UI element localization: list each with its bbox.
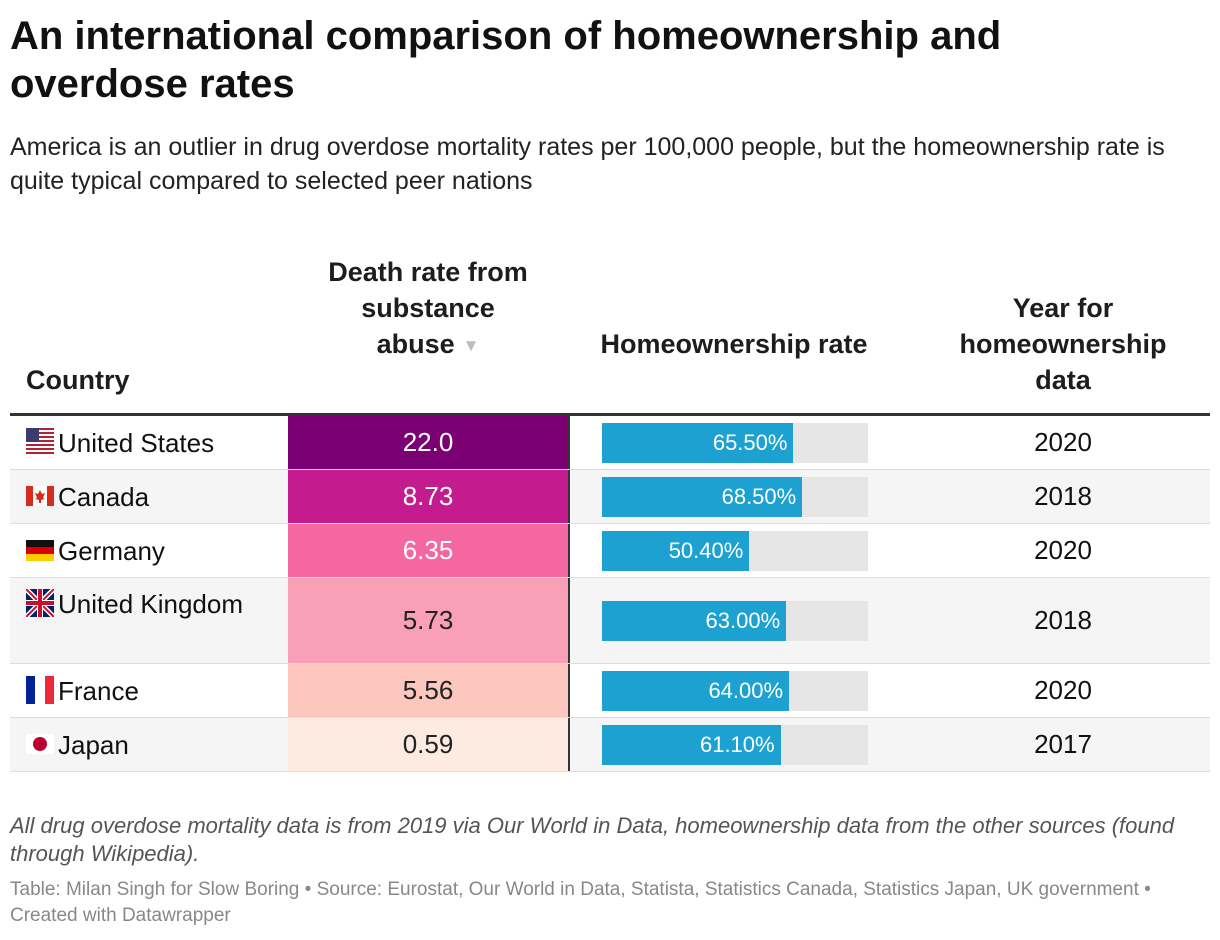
homeownership-value: 65.50%: [712, 430, 788, 455]
year-cell: 2020: [930, 524, 1196, 577]
column-header-homeownership[interactable]: Homeownership rate: [600, 326, 868, 362]
homeownership-bar: 63.00%: [602, 601, 787, 641]
homeownership-bar-track: 50.40%: [602, 531, 868, 571]
column-header-country[interactable]: Country: [26, 362, 130, 398]
column-header-death-rate[interactable]: Death rate from substance abuse ▼: [318, 254, 538, 364]
homeownership-bar-track: 61.10%: [602, 725, 868, 765]
france-flag-icon: [26, 676, 54, 704]
homeownership-bar-track: 63.00%: [602, 601, 868, 641]
column-divider: [568, 524, 570, 577]
death-rate-value: 8.73: [402, 481, 454, 511]
death-rate-cell: 6.35: [288, 524, 568, 577]
table-row: Germany 6.35 50.40% 2020: [10, 524, 1210, 578]
chart-subtitle: America is an outlier in drug overdose m…: [10, 133, 1165, 195]
column-header-year-label: Year for homeownership data: [959, 293, 1167, 395]
year-value: 2018: [1034, 605, 1092, 635]
death-rate-cell: 8.73: [288, 470, 568, 523]
column-divider: [568, 578, 570, 663]
homeownership-bar: 65.50%: [602, 423, 794, 463]
table-row: France 5.56 64.00% 2020: [10, 664, 1210, 718]
death-rate-cell: 5.73: [288, 578, 568, 663]
year-value: 2020: [1034, 535, 1092, 565]
column-header-year[interactable]: Year for homeownership data: [930, 290, 1196, 398]
country-cell: United States: [26, 427, 281, 459]
uk-flag-icon: [24, 587, 56, 619]
japan-flag-icon: [26, 730, 54, 758]
chart-credit: Table: Milan Singh for Slow Boring • Sou…: [10, 879, 1151, 926]
homeownership-bar: 64.00%: [602, 671, 790, 711]
country-name: Canada: [58, 482, 150, 512]
table-row: Japan 0.59 61.10% 2017: [10, 718, 1210, 772]
column-divider: [568, 718, 570, 771]
year-cell: 2020: [930, 664, 1196, 717]
death-rate-value: 5.56: [402, 675, 454, 705]
country-name: France: [58, 676, 139, 706]
homeownership-value: 63.00%: [705, 608, 781, 633]
column-divider: [568, 664, 570, 717]
homeownership-bar-track: 65.50%: [602, 423, 868, 463]
column-header-country-label: Country: [26, 365, 130, 395]
year-cell: 2018: [930, 470, 1196, 523]
homeownership-bar: 61.10%: [602, 725, 781, 765]
year-cell: 2017: [930, 718, 1196, 771]
country-name: United Kingdom: [58, 589, 243, 619]
homeownership-bar-track: 64.00%: [602, 671, 868, 711]
year-cell: 2020: [930, 416, 1196, 469]
sort-descending-icon: ▼: [462, 335, 480, 355]
death-rate-value: 0.59: [402, 729, 454, 759]
country-cell: United Kingdom: [24, 587, 281, 620]
germany-flag-icon: [26, 536, 54, 564]
country-cell: Germany: [26, 535, 281, 567]
homeownership-value: 64.00%: [708, 678, 784, 703]
table-row: United States 22.0 65.50% 2020: [10, 416, 1210, 470]
year-value: 2018: [1034, 481, 1092, 511]
homeownership-value: 50.40%: [668, 538, 744, 563]
table-row: Canada 8.73 68.50% 2018: [10, 470, 1210, 524]
column-divider: [568, 470, 570, 523]
canada-flag-icon: [26, 482, 54, 510]
country-cell: Japan: [26, 729, 281, 761]
country-name: United States: [58, 428, 215, 458]
death-rate-value: 6.35: [402, 535, 454, 565]
table-body: United States 22.0 65.50% 2020 Canada 8.73 68.…: [10, 416, 1210, 772]
column-header-homeownership-label: Homeownership rate: [600, 329, 868, 359]
year-value: 2017: [1034, 729, 1092, 759]
homeownership-bar-track: 68.50%: [602, 477, 868, 517]
death-rate-value: 22.0: [402, 427, 454, 457]
header-divider: [10, 413, 1210, 416]
death-rate-cell: 5.56: [288, 664, 568, 717]
year-value: 2020: [1034, 675, 1092, 705]
death-rate-cell: 0.59: [288, 718, 568, 771]
column-header-death-rate-label: Death rate from substance abuse: [328, 257, 528, 359]
country-cell: Canada: [26, 481, 281, 513]
country-name: Japan: [58, 730, 129, 760]
homeownership-value: 61.10%: [699, 732, 775, 757]
country-name: Germany: [58, 536, 165, 566]
chart-title: An international comparison of homeowner…: [10, 14, 1002, 106]
homeownership-bar: 68.50%: [602, 477, 803, 517]
us-flag-icon: [26, 428, 54, 456]
chart-notes: All drug overdose mortality data is from…: [10, 813, 1175, 866]
homeownership-value: 68.50%: [721, 484, 797, 509]
country-cell: France: [26, 675, 281, 707]
column-divider: [568, 416, 570, 469]
death-rate-cell: 22.0: [288, 416, 568, 469]
year-cell: 2018: [930, 578, 1196, 663]
year-value: 2020: [1034, 427, 1092, 457]
table-row: United Kingdom 5.73 63.00% 2018: [10, 578, 1210, 664]
death-rate-value: 5.73: [402, 605, 454, 635]
homeownership-bar: 50.40%: [602, 531, 750, 571]
